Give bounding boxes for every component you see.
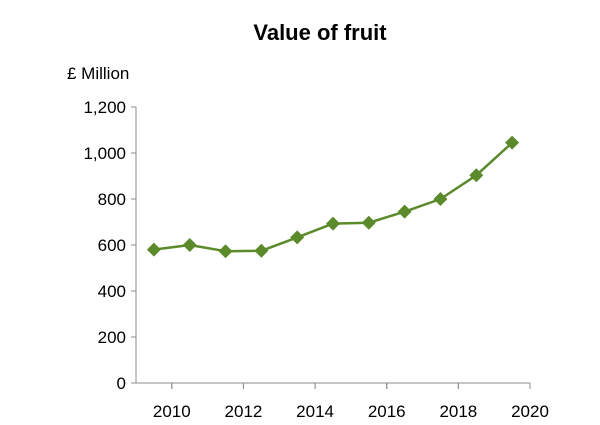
x-tick-label: 2012 (225, 402, 263, 421)
data-point-marker (326, 216, 340, 231)
x-tick-label: 2020 (511, 402, 549, 421)
data-point-marker (469, 168, 484, 183)
data-point-marker (433, 192, 448, 206)
data-point-marker (182, 238, 197, 252)
series-line (153, 141, 513, 253)
x-tick-label: 2018 (439, 402, 477, 421)
y-tick-label: 1,200 (83, 98, 126, 117)
y-tick-label: 400 (98, 282, 126, 301)
y-tick-label: 200 (98, 328, 126, 347)
data-point-marker (146, 242, 161, 257)
y-axis-unit-label: £ Million (67, 64, 130, 83)
data-point-marker (505, 135, 520, 150)
x-tick-label: 2010 (153, 402, 191, 421)
data-point-marker (218, 244, 233, 259)
y-tick-label: 600 (98, 236, 126, 255)
data-point-marker (397, 204, 412, 219)
y-tick-label: 800 (98, 190, 126, 209)
x-tick-label: 2014 (296, 402, 334, 421)
y-tick-label: 1,000 (83, 144, 126, 163)
x-tick-label: 2016 (368, 402, 406, 421)
data-point-marker (290, 230, 305, 245)
data-point-marker (361, 215, 376, 230)
chart-title: Value of fruit (253, 20, 387, 45)
data-point-marker (254, 243, 269, 258)
y-tick-label: 0 (117, 374, 126, 393)
